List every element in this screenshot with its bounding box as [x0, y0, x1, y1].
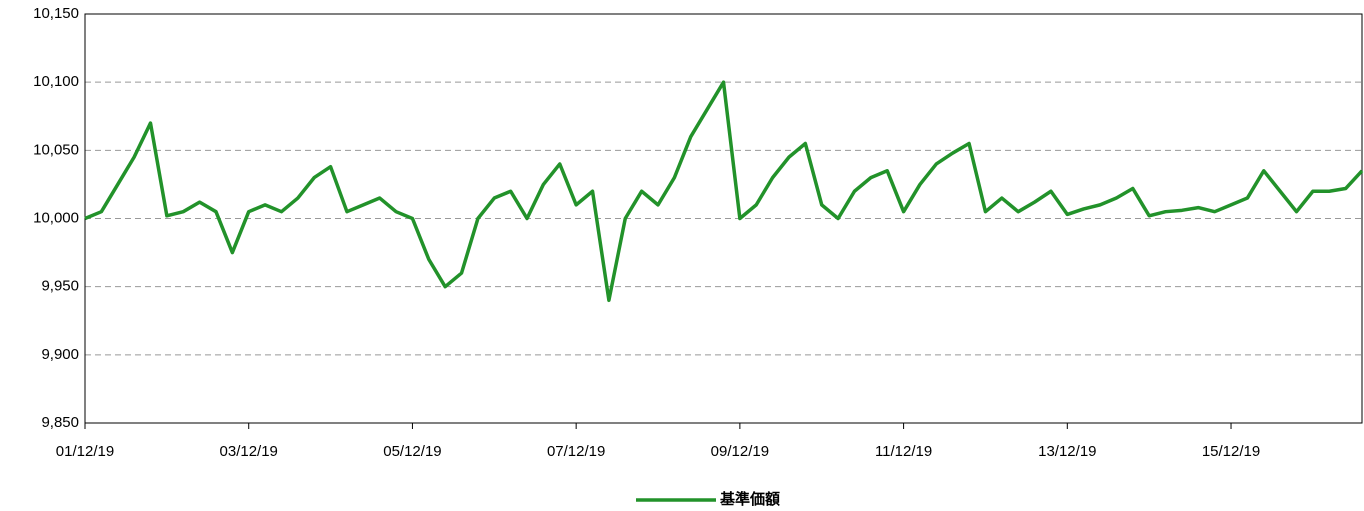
y-tick-label: 10,000 [33, 209, 79, 226]
y-tick-label: 9,900 [41, 346, 79, 363]
x-tick-label: 15/12/19 [1202, 443, 1260, 460]
y-tick-label: 10,100 [33, 73, 79, 90]
series-line [84, 80, 1364, 303]
x-tick-label: 11/12/19 [875, 443, 932, 460]
x-tick-label: 13/12/19 [1038, 443, 1096, 460]
y-tick-label: 9,950 [41, 278, 79, 295]
x-tick-label: 09/12/19 [711, 443, 769, 460]
x-tick-label: 05/12/19 [383, 443, 441, 460]
x-tick-label: 07/12/19 [547, 443, 605, 460]
legend-label: 基準価額 [719, 490, 780, 508]
y-tick-label: 9,850 [41, 414, 79, 431]
x-tick-label: 03/12/19 [220, 443, 278, 460]
x-tick-label: 01/12/19 [56, 443, 114, 460]
y-tick-label: 10,050 [33, 141, 79, 158]
y-tick-label: 10,150 [33, 5, 79, 22]
